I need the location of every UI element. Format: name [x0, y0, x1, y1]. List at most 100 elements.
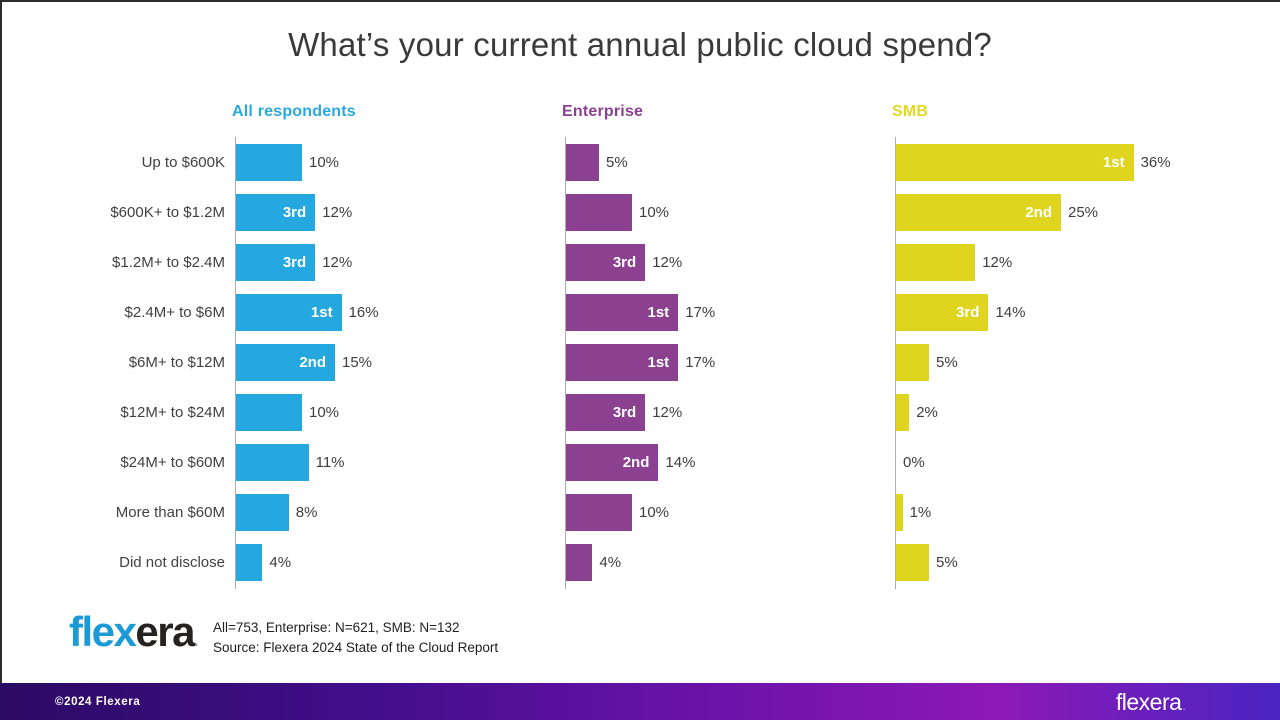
- bar: 3rd: [236, 193, 316, 231]
- bar-rank-label: 2nd: [622, 453, 650, 471]
- bar-value-label: 10%: [309, 153, 340, 171]
- bar: [236, 443, 309, 481]
- bar-value-label: 16%: [348, 303, 379, 321]
- category-label: $2.4M+ to $6M: [124, 303, 225, 321]
- bar-rank-label: 2nd: [299, 353, 326, 371]
- bar-rank-label: 1st: [310, 303, 333, 321]
- bar: [896, 393, 910, 431]
- bar-row: 10%: [566, 187, 910, 237]
- bar: 2nd: [566, 443, 659, 481]
- bar-row: 3rd 12%: [566, 387, 910, 437]
- category-label: $6M+ to $12M: [128, 353, 225, 371]
- series-header-smb: SMB: [892, 103, 929, 120]
- category-label: $24M+ to $60M: [120, 453, 225, 471]
- bar-row: 0%: [896, 437, 1240, 487]
- bar-row: 10%: [236, 387, 580, 437]
- bar-row: 4%: [566, 537, 910, 587]
- bar-row: 11%: [236, 437, 580, 487]
- bar: [236, 493, 289, 531]
- category-label: $1.2M+ to $2.4M: [112, 253, 225, 271]
- frame-border-left: [0, 0, 2, 684]
- bar-value-label: 12%: [652, 253, 683, 271]
- bar: [236, 543, 263, 581]
- bar-rank-label: 3rd: [282, 253, 307, 271]
- bar-value-label: 4%: [599, 553, 622, 571]
- bar-rank-label: 1st: [647, 303, 670, 321]
- chart-panel-enterprise: 5% 10% 3rd 12% 1st 17% 1st 17% 3rd 12% 2nd 14% 10% 4%: [565, 137, 910, 589]
- bar-row: 3rd 12%: [566, 237, 910, 287]
- bar: 1st: [566, 343, 679, 381]
- bar-row: 3rd 12%: [236, 187, 580, 237]
- footer-brand-text: flexera: [1115, 689, 1182, 715]
- bar-row: 2nd 25%: [896, 187, 1240, 237]
- category-label: More than $60M: [115, 503, 225, 521]
- footer-brand-dot: .: [1182, 701, 1185, 713]
- bar-value-label: 5%: [606, 153, 628, 171]
- source-note: Source: Flexera 2024 State of the Cloud …: [213, 640, 499, 655]
- chart-panel-smb: 1st 36% 2nd 25% 12% 3rd 14% 5% 2% 0% 1% 5%: [895, 137, 1240, 589]
- bar-value-label: 10%: [639, 503, 670, 521]
- bar-row: 2nd 14%: [566, 437, 910, 487]
- bar-row: 4%: [236, 537, 580, 587]
- sample-size-note: All=753, Enterprise: N=621, SMB: N=132: [213, 620, 460, 635]
- series-header-enterprise: Enterprise: [562, 103, 644, 120]
- bar-row: 1st 36%: [896, 137, 1240, 187]
- bar-row: 2%: [896, 387, 1240, 437]
- bar-value-label: 5%: [936, 553, 958, 571]
- bar-value-label: 10%: [639, 203, 670, 221]
- flexera-logo: flexera.: [69, 606, 198, 668]
- series-header-all-respondents: All respondents: [232, 103, 356, 120]
- bar: [236, 143, 302, 181]
- bar-row: 3rd 14%: [896, 287, 1240, 337]
- bar-value-label: 17%: [685, 303, 716, 321]
- bar: 3rd: [566, 393, 646, 431]
- bar: [236, 393, 302, 431]
- bar-row: 10%: [566, 487, 910, 537]
- bar-rank-label: 2nd: [1025, 203, 1052, 221]
- bar-rank-label: 3rd: [612, 253, 637, 271]
- bar-row: 2nd 15%: [236, 337, 580, 387]
- bar-rank-label: 1st: [1102, 153, 1125, 171]
- bar-rank-label: 3rd: [612, 403, 637, 421]
- bar-row: 12%: [896, 237, 1240, 287]
- chart-panel-all-respondents: 10% 3rd 12% 3rd 12% 1st 16% 2nd 15% 10% 11% 8% 4%: [235, 137, 580, 589]
- bar-row: 10%: [236, 137, 580, 187]
- flexera-footer-logo: flexera.: [1115, 683, 1186, 720]
- bar: [566, 193, 632, 231]
- logo-text-dark: era: [135, 608, 195, 655]
- bar-value-label: 12%: [322, 203, 353, 221]
- bar-value-label: 14%: [665, 453, 696, 471]
- bar-row: 1st 17%: [566, 287, 910, 337]
- category-label: Up to $600K: [141, 153, 225, 171]
- bar-row: 8%: [236, 487, 580, 537]
- logo-text-blue: fle: [69, 608, 115, 655]
- brand-footer-bar: ©2024 Flexera flexera.: [0, 683, 1280, 720]
- bar-value-label: 5%: [936, 353, 958, 371]
- bar-value-label: 4%: [269, 553, 292, 571]
- category-label: $12M+ to $24M: [120, 403, 225, 421]
- bar-value-label: 25%: [1068, 203, 1099, 221]
- bar-value-label: 12%: [652, 403, 683, 421]
- bar: [896, 343, 929, 381]
- bar: [566, 493, 632, 531]
- bar-value-label: 2%: [916, 403, 938, 421]
- bar-row: 5%: [896, 337, 1240, 387]
- bar: 2nd: [896, 193, 1061, 231]
- bar-value-label: 36%: [1140, 153, 1171, 171]
- bar: 3rd: [896, 293, 989, 331]
- copyright-text: ©2024 Flexera: [55, 695, 141, 708]
- bar-row: 1st 17%: [566, 337, 910, 387]
- bar: 3rd: [566, 243, 646, 281]
- bar: 1st: [566, 293, 679, 331]
- bar: 1st: [236, 293, 342, 331]
- logo-text-x: x: [113, 608, 137, 655]
- bar-value-label: 0%: [903, 453, 925, 471]
- bar-value-label: 8%: [295, 503, 318, 521]
- bar-value-label: 12%: [982, 253, 1013, 271]
- bar-row: 1st 16%: [236, 287, 580, 337]
- bar-value-label: 17%: [685, 353, 716, 371]
- bar: [896, 243, 976, 281]
- bar: 2nd: [236, 343, 335, 381]
- logo-trademark-dot: .: [193, 633, 198, 650]
- bar-value-label: 14%: [995, 303, 1026, 321]
